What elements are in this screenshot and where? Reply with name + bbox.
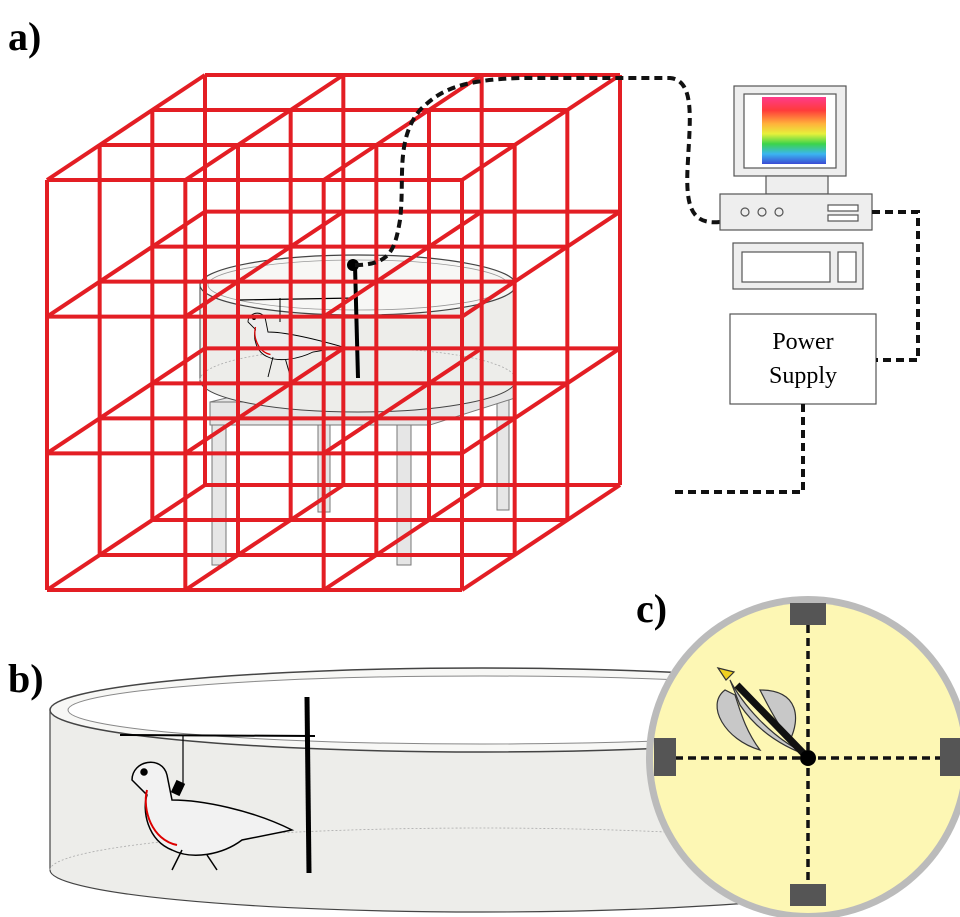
rect-shape (837, 251, 857, 283)
power-supply: Power Supply (729, 313, 877, 405)
top-view (646, 596, 960, 917)
coil-bar (322, 483, 483, 592)
path-shape (716, 667, 736, 681)
circle-shape (757, 207, 767, 217)
computer (719, 85, 873, 290)
coil-bar (45, 483, 207, 592)
line-shape (267, 356, 274, 378)
line-shape (734, 682, 811, 761)
wiring (672, 210, 920, 494)
path-shape (872, 210, 920, 362)
rect-shape (762, 97, 826, 164)
circle-shape (140, 768, 148, 776)
coil-bar (460, 73, 622, 182)
coil-frame (45, 73, 622, 592)
coil-bar (460, 483, 622, 592)
coil-bar (460, 346, 622, 455)
coil-bar (322, 346, 483, 455)
line-shape (304, 696, 312, 874)
rect-shape (741, 251, 831, 283)
path-shape (716, 689, 762, 752)
coil-bar (184, 483, 345, 592)
rect-shape (170, 779, 186, 797)
circle-shape (740, 207, 750, 217)
circle-shape (347, 259, 359, 271)
path-shape (199, 347, 517, 381)
coil-bar (322, 210, 483, 319)
rect-shape (654, 738, 676, 776)
coil-bar (184, 346, 345, 455)
line-shape (171, 849, 183, 871)
rect-shape (396, 419, 412, 566)
line-shape (237, 297, 356, 301)
coil-bar (460, 210, 622, 319)
path-shape (672, 404, 805, 494)
circle-shape (774, 207, 784, 217)
line-shape (353, 264, 360, 379)
panel-label: b) (8, 656, 44, 701)
coil-bar (45, 210, 207, 319)
power-supply-label: Power (772, 329, 833, 355)
panel-label: a) (8, 14, 41, 59)
coil-bar (322, 73, 483, 182)
rect-shape (827, 204, 859, 212)
coil-bar (45, 73, 207, 182)
rect-shape (790, 603, 826, 625)
coil-bar (184, 210, 345, 319)
rect-shape (827, 214, 859, 222)
power-supply-label: Supply (769, 363, 837, 389)
rect-shape (765, 175, 829, 195)
coil-bar (184, 73, 345, 182)
line-shape (206, 854, 218, 871)
path-shape (131, 761, 295, 856)
g-shape (654, 603, 960, 906)
panel-label: c) (636, 586, 667, 631)
line-shape (119, 734, 316, 737)
path-shape (144, 789, 178, 846)
rect-shape (940, 738, 960, 776)
path-shape (254, 326, 271, 356)
cable (354, 76, 721, 267)
rect-shape (729, 313, 877, 405)
circle-shape (800, 750, 816, 766)
rect-shape (790, 884, 826, 906)
rect-shape (211, 419, 227, 566)
path-shape (49, 827, 915, 871)
rect-shape (719, 193, 873, 231)
arena (199, 254, 517, 413)
g-shape (131, 761, 295, 871)
coil-bar (45, 346, 207, 455)
